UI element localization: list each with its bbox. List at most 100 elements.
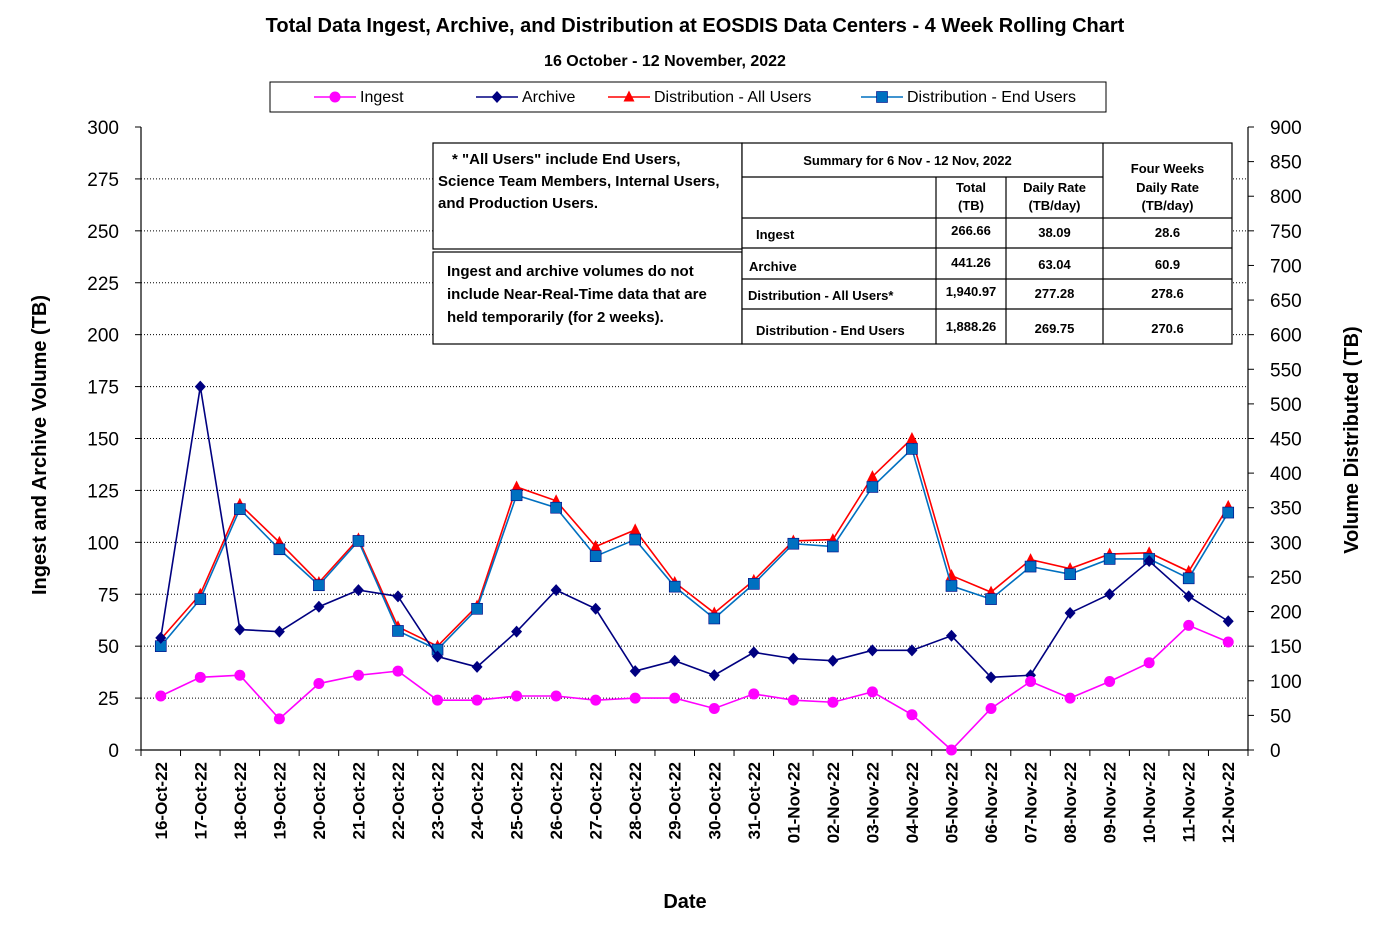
data-point xyxy=(550,501,562,514)
series-line xyxy=(160,447,1229,651)
x-tick-label: 02-Nov-22 xyxy=(824,762,843,843)
data-point xyxy=(589,550,602,562)
summary-total: 266.66 xyxy=(951,223,991,238)
x-tick-label: 30-Oct-22 xyxy=(705,762,724,839)
y-left-tick-label: 100 xyxy=(87,533,119,554)
summary-header-four-weeks: Four Weeks xyxy=(1131,161,1204,176)
legend-label: Ingest xyxy=(360,89,404,106)
data-point xyxy=(1183,590,1195,603)
data-point xyxy=(234,503,246,515)
data-point xyxy=(590,539,602,551)
y-left-tick-label: 125 xyxy=(87,481,119,502)
x-tick-label: 24-Oct-22 xyxy=(468,762,487,839)
data-point xyxy=(708,669,720,682)
series-distribution-end-users xyxy=(154,443,1235,656)
data-point xyxy=(866,481,879,493)
legend-swatch-marker xyxy=(329,91,341,103)
y-right-tick-label: 200 xyxy=(1270,603,1302,624)
data-point xyxy=(827,654,839,667)
data-point xyxy=(827,540,839,553)
data-point xyxy=(669,654,681,667)
y-right-tick-label: 650 xyxy=(1270,291,1302,312)
y-right-tick-label: 600 xyxy=(1270,326,1302,347)
note-all-users-line: and Production Users. xyxy=(438,195,598,212)
y-left-tick-label: 150 xyxy=(87,430,119,451)
data-point xyxy=(234,623,246,636)
summary-total: 441.26 xyxy=(951,255,991,270)
y-left-tick-label: 25 xyxy=(98,689,119,710)
note-all-users-line: * "All Users" include End Users, xyxy=(452,151,680,168)
data-point xyxy=(511,690,523,702)
data-point xyxy=(748,578,760,590)
y-axis-right-label: Volume Distributed (TB) xyxy=(1341,326,1363,553)
x-tick-label: 10-Nov-22 xyxy=(1140,762,1159,843)
summary-header-period: Summary for 6 Nov - 12 Nov, 2022 xyxy=(803,153,1012,168)
data-point xyxy=(1064,606,1076,619)
data-point xyxy=(471,694,483,706)
data-point xyxy=(590,602,602,615)
x-tick-label: 07-Nov-22 xyxy=(1022,762,1041,843)
data-point xyxy=(787,694,799,706)
data-point xyxy=(629,533,641,546)
series-distribution-all-users xyxy=(155,432,1234,651)
data-point xyxy=(1143,555,1155,568)
data-point xyxy=(1103,553,1116,565)
summary-row: Distribution - All Users* 1,940.97 277.28 2… xyxy=(748,284,1184,303)
y-right-tick-label: 300 xyxy=(1270,533,1302,554)
summary-col-header: Daily Rate xyxy=(1136,180,1199,195)
data-point xyxy=(510,489,523,502)
data-point xyxy=(352,584,364,597)
chart-title: Total Data Ingest, Archive, and Distribu… xyxy=(266,15,1125,37)
data-point xyxy=(787,537,800,550)
data-point xyxy=(352,535,365,547)
legend-swatch-marker xyxy=(623,90,635,102)
summary-row: Distribution - End Users 1,888.26 269.75 27… xyxy=(756,319,1184,338)
data-point xyxy=(1222,636,1234,648)
data-point xyxy=(550,584,562,597)
data-point xyxy=(629,665,641,678)
y-right-tick-label: 850 xyxy=(1270,153,1302,174)
data-point xyxy=(313,678,325,690)
legend-label: Distribution - All Users xyxy=(654,89,811,106)
summary-total: 1,940.97 xyxy=(946,284,997,299)
note-nrt-line: Ingest and archive volumes do not xyxy=(447,263,694,280)
y-right-tick-label: 250 xyxy=(1270,568,1302,589)
data-point xyxy=(1222,615,1234,628)
x-tick-label: 05-Nov-22 xyxy=(942,762,961,843)
data-point xyxy=(313,579,325,592)
summary-four-week-rate: 60.9 xyxy=(1155,257,1180,272)
data-point xyxy=(629,692,641,704)
x-tick-label: 11-Nov-22 xyxy=(1180,762,1199,842)
y-left-tick-label: 50 xyxy=(98,637,119,658)
data-point xyxy=(155,690,167,702)
x-tick-label: 26-Oct-22 xyxy=(547,762,566,839)
legend-item: Ingest xyxy=(314,89,404,106)
x-tick-label: 18-Oct-22 xyxy=(231,762,250,839)
y-left-tick-label: 250 xyxy=(87,222,119,243)
data-point xyxy=(432,650,444,663)
data-point xyxy=(471,602,483,615)
y-right-tick-label: 750 xyxy=(1270,222,1302,243)
legend-label: Distribution - End Users xyxy=(907,89,1076,106)
data-point xyxy=(866,644,878,657)
data-point xyxy=(194,671,206,683)
data-point xyxy=(906,709,918,721)
y-axis-left-label: Ingest and Archive Volume (TB) xyxy=(29,295,51,595)
series-line xyxy=(160,437,1229,648)
data-point xyxy=(471,660,483,673)
summary-row-label: Archive xyxy=(749,259,797,274)
data-point xyxy=(194,380,206,393)
data-point xyxy=(827,696,839,708)
y-right-tick-label: 350 xyxy=(1270,499,1302,520)
x-tick-label: 08-Nov-22 xyxy=(1061,762,1080,843)
x-tick-label: 29-Oct-22 xyxy=(666,762,685,839)
data-point xyxy=(273,625,285,638)
y-tick-labels: 0 25 50 75 100 125 150 175 200 225 250 275 300 0 50 100… xyxy=(87,118,1301,762)
summary-row: Archive 441.26 63.04 60.9 xyxy=(749,255,1180,274)
data-point xyxy=(906,644,918,657)
note-nrt-line: held temporarily (for 2 weeks). xyxy=(447,309,664,326)
data-point xyxy=(787,652,799,665)
summary-four-week-rate: 278.6 xyxy=(1151,286,1184,301)
axes xyxy=(135,126,1254,756)
summary-daily-rate: 269.75 xyxy=(1035,321,1075,336)
